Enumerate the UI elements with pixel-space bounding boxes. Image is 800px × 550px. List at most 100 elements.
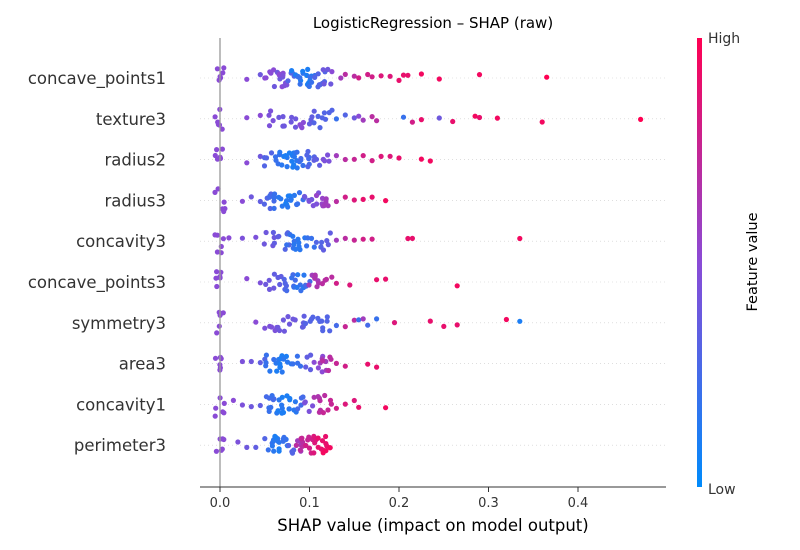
shap-point-concavity1 [220, 409, 226, 415]
shap-point-area3 [307, 367, 314, 373]
shap-point-concavity1 [295, 406, 301, 412]
shap-point-concave_points3 [323, 276, 329, 282]
shap-point-concavity1 [270, 397, 276, 403]
shap-point-radius3 [323, 199, 329, 205]
shap-point-symmetry3 [214, 330, 220, 336]
shap-point-concave_points1 [328, 81, 334, 87]
shap-point-symmetry3 [216, 323, 222, 329]
shap-point-radius3 [294, 201, 300, 208]
shap-point-perimeter3 [293, 442, 299, 448]
shap-point-texture3 [219, 126, 225, 132]
shap-point-symmetry3 [253, 319, 259, 325]
shap-point-concavity3 [304, 243, 310, 249]
shap-point-concavity1 [325, 407, 331, 413]
shap-point-concave_points1 [216, 77, 222, 83]
shap-point-symmetry3 [320, 328, 326, 334]
shap-point-concave_points3 [263, 281, 269, 287]
shap-point-concavity1 [230, 397, 236, 403]
feature-label-area3: area3 [119, 355, 166, 374]
x-tick-label: 0.1 [299, 496, 320, 511]
shap-point-radius3 [314, 201, 320, 207]
shap-point-radius3 [267, 205, 273, 212]
shap-point-concave_points1 [378, 73, 384, 79]
shap-point-concavity3 [324, 238, 330, 244]
shap-point-concave_points1 [396, 77, 402, 83]
shap-point-perimeter3 [265, 447, 271, 453]
shap-point-radius2 [212, 152, 218, 159]
shap-point-concavity3 [342, 235, 348, 241]
shap-point-concave_points3 [329, 274, 335, 280]
shap-point-radius2 [326, 158, 332, 164]
shap-point-perimeter3 [311, 450, 317, 456]
shap-point-symmetry3 [324, 314, 330, 320]
shap-point-concavity3 [325, 242, 331, 248]
shap-point-radius3 [239, 198, 245, 204]
shap-point-texture3 [309, 114, 315, 120]
shap-point-symmetry3 [454, 322, 460, 328]
shap-point-concave_points3 [306, 282, 312, 288]
shap-point-radius2 [313, 156, 320, 162]
shap-point-perimeter3 [286, 442, 292, 449]
shap-point-radius2 [257, 153, 263, 159]
shap-point-concave_points1 [221, 65, 227, 71]
shap-point-texture3 [333, 116, 339, 122]
shap-point-perimeter3 [323, 448, 329, 454]
shap-point-area3 [263, 352, 269, 358]
shap-point-concave_points1 [400, 72, 407, 78]
shap-point-radius3 [257, 198, 263, 205]
shap-point-concave_points1 [295, 74, 301, 80]
shap-point-area3 [267, 368, 273, 374]
shap-point-radius3 [271, 194, 277, 200]
shap-point-texture3 [374, 118, 380, 124]
shap-point-symmetry3 [315, 315, 321, 321]
shap-point-concave_points3 [277, 281, 283, 288]
shap-point-symmetry3 [333, 322, 339, 329]
shap-point-concavity1 [333, 405, 339, 411]
shap-point-symmetry3 [351, 317, 357, 323]
shap-point-concavity3 [320, 247, 327, 253]
shap-point-concave_points3 [214, 283, 220, 290]
shap-point-area3 [304, 354, 310, 360]
feature-label-concave_points1: concave_points1 [28, 69, 166, 89]
feature-label-perimeter3: perimeter3 [74, 436, 166, 455]
shap-point-concavity3 [319, 239, 325, 245]
shap-point-radius2 [300, 162, 306, 169]
shap-point-area3 [263, 360, 269, 366]
shap-point-perimeter3 [303, 442, 309, 449]
shap-point-radius3 [266, 194, 272, 200]
shap-point-radius2 [396, 155, 402, 161]
shap-point-radius2 [418, 156, 424, 162]
x-tick-label: 0.0 [210, 496, 231, 511]
shap-point-concave_points1 [476, 72, 483, 78]
shap-point-concavity1 [212, 413, 218, 419]
shap-point-area3 [277, 361, 283, 367]
shap-point-concavity1 [280, 409, 287, 416]
shap-point-texture3 [276, 114, 282, 120]
shap-point-concavity3 [290, 233, 296, 239]
shap-point-radius2 [320, 156, 326, 162]
shap-point-area3 [320, 358, 326, 364]
shap-point-area3 [284, 359, 291, 365]
shap-point-concavity1 [213, 405, 219, 411]
shap-point-perimeter3 [219, 446, 225, 452]
shap-point-concave_points1 [306, 83, 312, 89]
shap-point-concave_points1 [297, 81, 303, 87]
shap-point-texture3 [418, 117, 424, 123]
shap-point-radius2 [333, 153, 339, 159]
shap-point-perimeter3 [253, 444, 259, 450]
shap-point-radius2 [261, 155, 268, 161]
shap-point-concavity3 [261, 241, 267, 247]
shap-point-concavity1 [292, 399, 298, 405]
shap-point-area3 [315, 365, 321, 371]
shap-point-concave_points1 [544, 74, 550, 80]
shap-point-concavity3 [313, 239, 319, 245]
shap-point-texture3 [288, 119, 294, 125]
shap-point-perimeter3 [269, 443, 275, 449]
shap-point-area3 [303, 364, 309, 370]
shap-point-concave_points3 [281, 276, 287, 282]
shap-point-concavity3 [214, 232, 220, 238]
shap-point-concave_points3 [218, 269, 224, 275]
feature-label-texture3: texture3 [96, 110, 166, 129]
shap-point-perimeter3 [213, 448, 219, 454]
